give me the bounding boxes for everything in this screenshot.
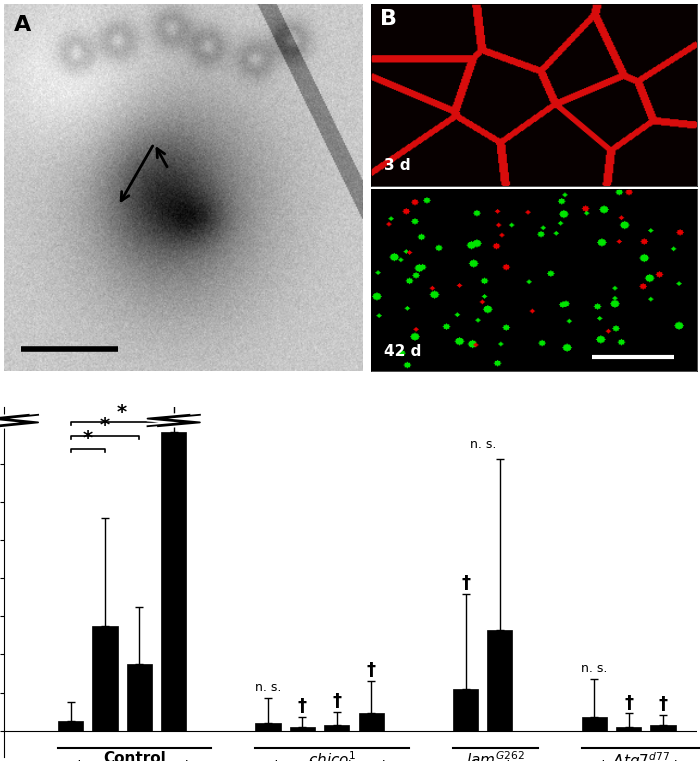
Text: †: † [298,697,307,715]
Text: A: A [14,14,32,35]
Text: n. s.: n. s. [255,681,281,695]
Text: †: † [332,692,342,710]
Text: $\mathit{lam}^{\mathit{G262}}$: $\mathit{lam}^{\mathit{G262}}$ [466,750,524,761]
Bar [256,723,281,731]
Bar [616,727,641,731]
Bar [58,721,83,731]
Text: *: * [83,429,93,448]
Text: †: † [659,696,668,714]
Bar [92,626,118,731]
Bar [127,664,152,731]
Bar [290,727,315,731]
Text: †: † [624,693,633,712]
Bar [650,725,676,731]
Text: $\mathit{Atg7}^{\mathit{d77}}$: $\mathit{Atg7}^{\mathit{d77}}$ [612,750,670,761]
Text: 3 d: 3 d [384,158,410,174]
Bar [487,630,512,731]
Text: B: B [380,9,398,29]
Text: n. s.: n. s. [581,662,608,676]
Text: n. s.: n. s. [470,438,496,451]
Text: *: * [100,416,110,435]
Bar [358,714,384,731]
Bar [582,718,607,731]
Text: $\mathit{chico}^{\mathit{1}}$: $\mathit{chico}^{\mathit{1}}$ [308,750,356,761]
Bar [453,689,478,731]
Text: †: † [367,661,376,680]
Text: *: * [117,403,127,422]
Text: Control: Control [104,750,166,761]
Text: †: † [461,574,470,592]
Text: 42 d: 42 d [384,343,421,358]
Bar [324,725,349,731]
Bar [161,432,186,731]
